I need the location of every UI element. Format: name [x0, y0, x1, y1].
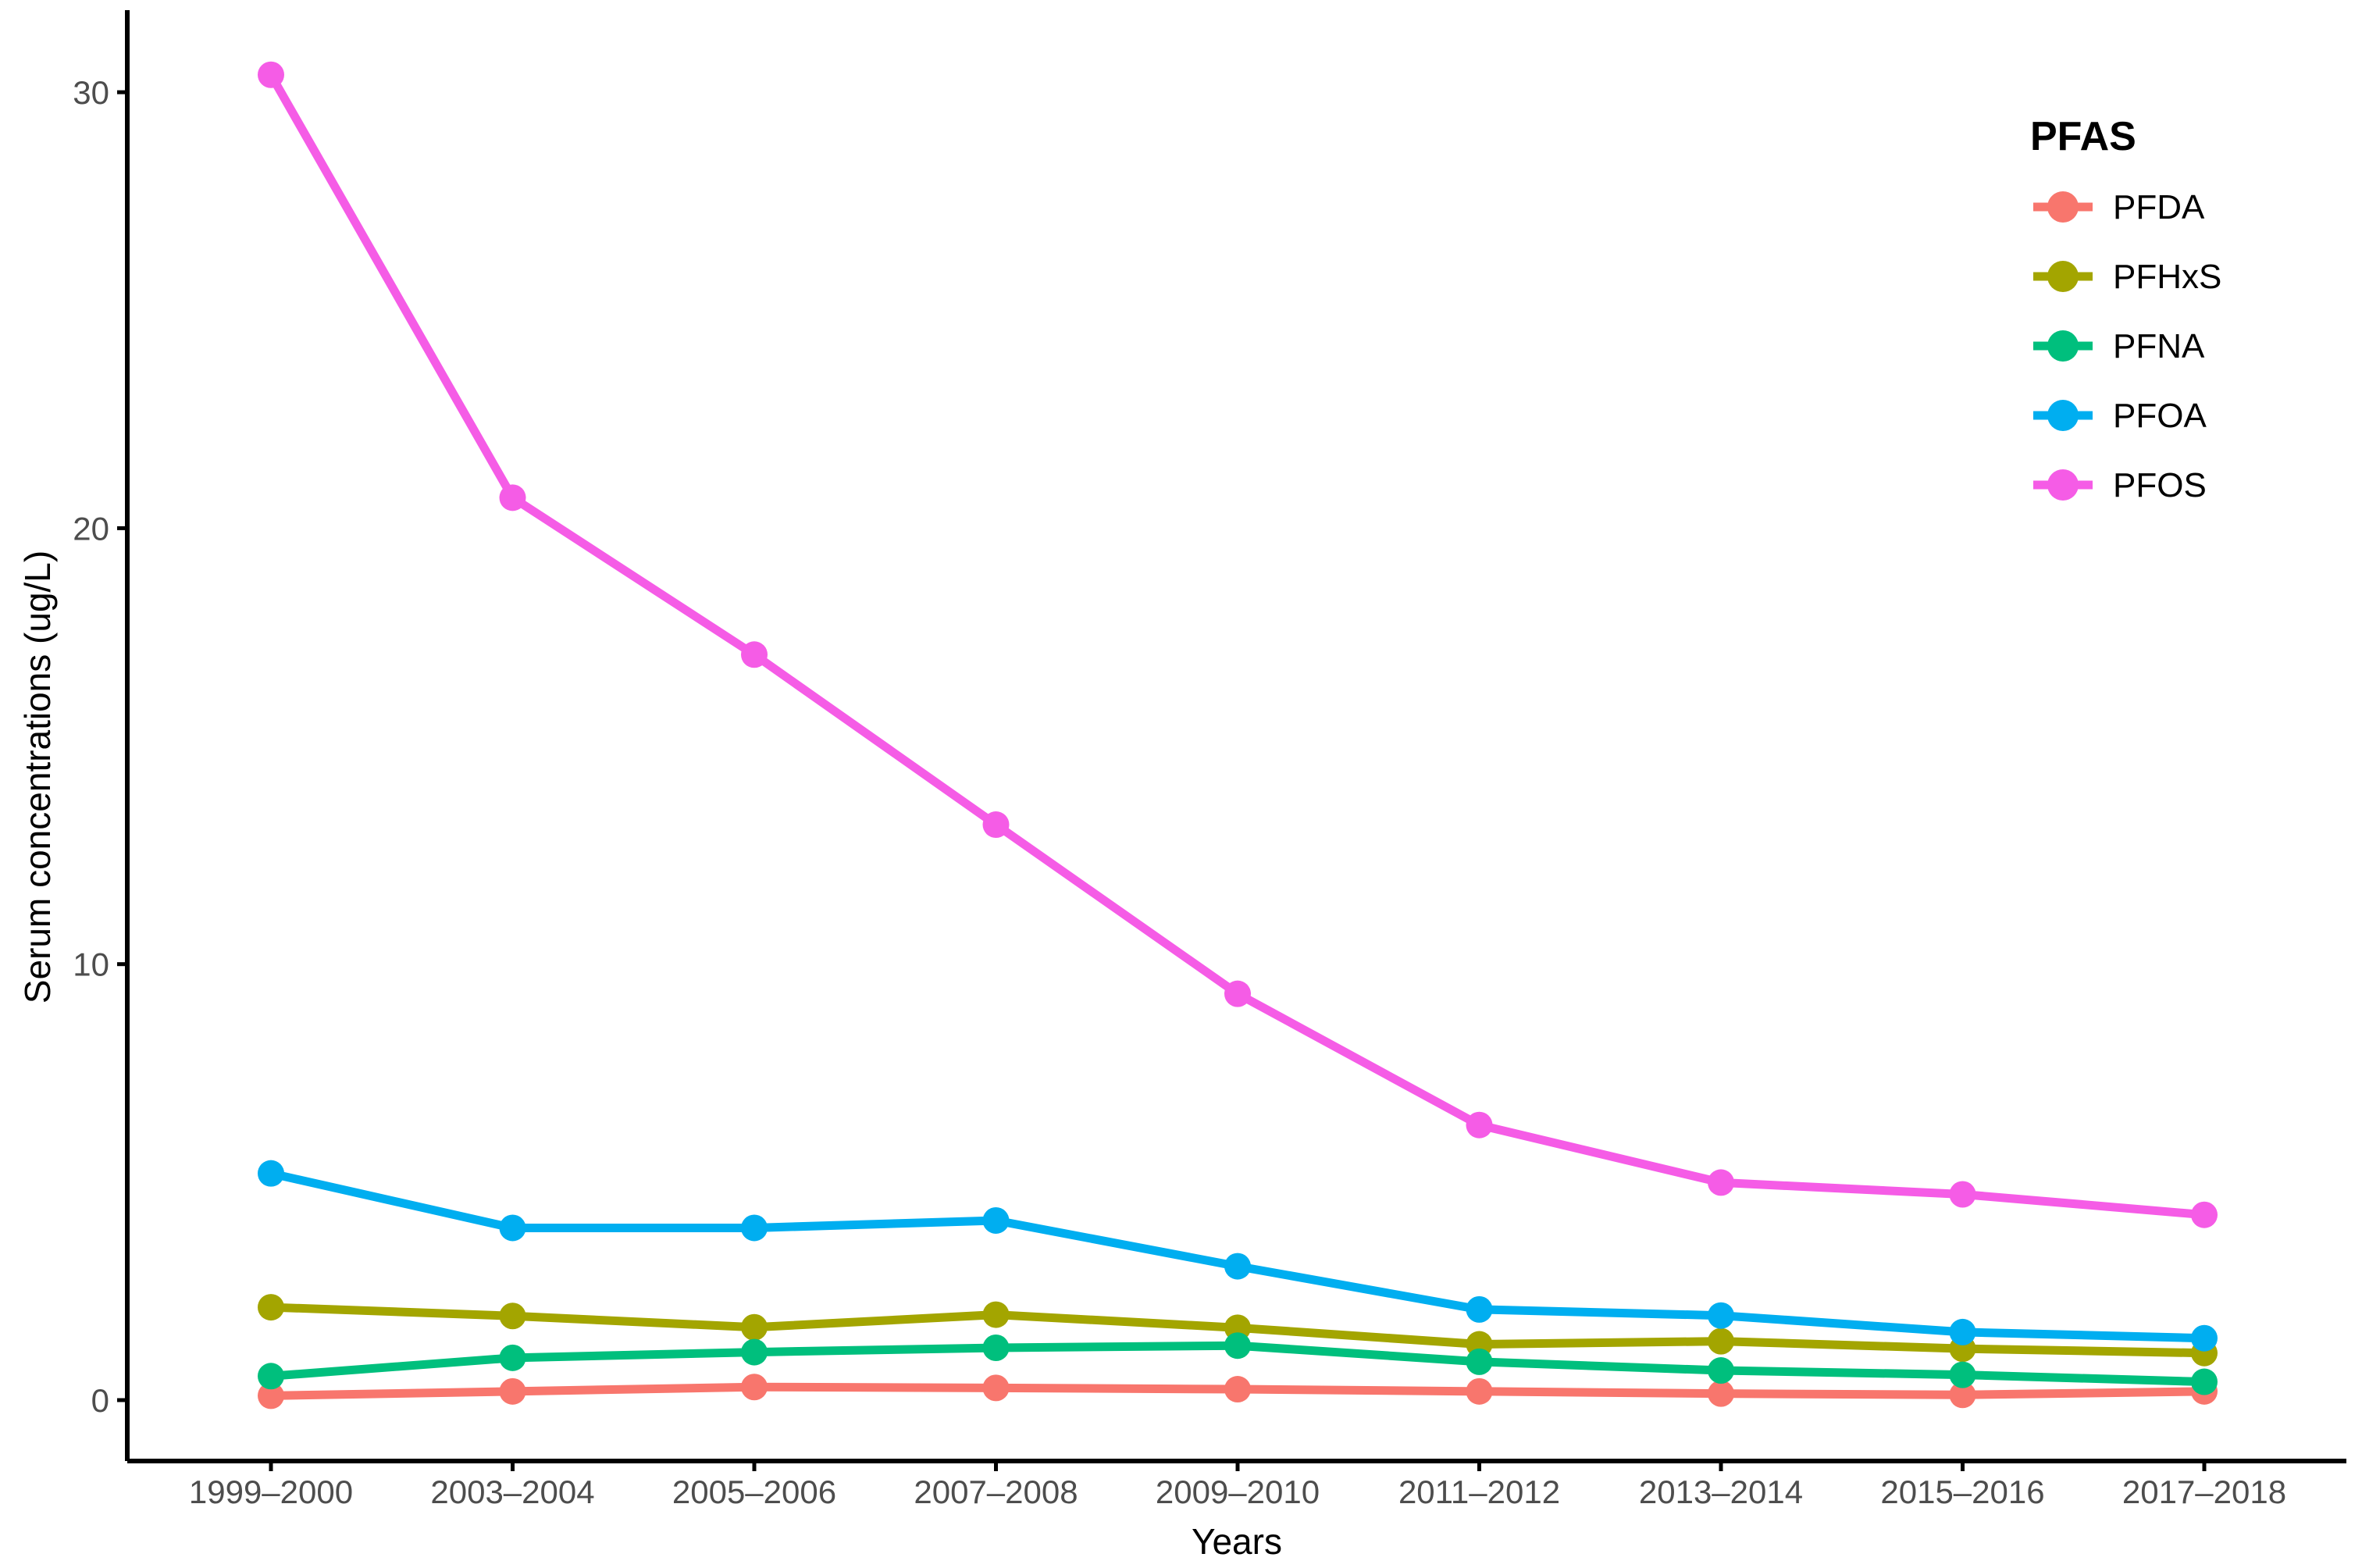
y-axis-title: Serum concentrations (ug/L): [17, 551, 58, 1003]
legend-layer: PFDA PFHxS PFNA PFOA PFOS: [2033, 188, 2221, 504]
legend-key-dot-PFNA: [2047, 330, 2079, 362]
data-point-PFNA-4: [982, 1335, 1010, 1362]
data-point-PFOA-3: [741, 1214, 768, 1242]
data-point-PFHxS-2: [499, 1303, 526, 1330]
data-point-PFDA-3: [741, 1374, 768, 1401]
x-tick-label: 2013–2014: [1639, 1474, 1803, 1510]
data-point-PFHxS-1: [258, 1294, 284, 1321]
legend-item-PFOA: PFOA: [2033, 397, 2207, 435]
data-point-PFOS-9: [2191, 1201, 2218, 1228]
legend-label-PFOA: PFOA: [2113, 397, 2207, 435]
data-point-PFOA-7: [1708, 1302, 1734, 1329]
data-point-PFNA-1: [258, 1363, 284, 1390]
series-PFDA: [258, 1374, 2218, 1409]
legend-key-dot-PFOS: [2047, 469, 2079, 501]
x-tick-label: 2011–2012: [1398, 1474, 1560, 1510]
data-point-PFOS-3: [741, 641, 768, 668]
data-point-PFNA-2: [499, 1344, 526, 1371]
legend-item-PFOS: PFOS: [2033, 466, 2207, 504]
data-point-PFNA-8: [1949, 1361, 1976, 1388]
axes-layer: 0 10 20 30 1999–2000 2003–2004 2005–2006 2007–2…: [73, 10, 2346, 1510]
x-tick-label: 2015–2016: [1880, 1474, 2044, 1510]
data-point-PFOA-8: [1949, 1318, 1976, 1345]
legend-label-PFHxS: PFHxS: [2113, 258, 2221, 296]
x-tick-label: 2007–2008: [914, 1474, 1078, 1510]
legend-label-PFDA: PFDA: [2113, 188, 2205, 226]
x-tick-label: 2005–2006: [672, 1474, 836, 1510]
legend-item-PFHxS: PFHxS: [2033, 258, 2221, 296]
series-PFOA: [258, 1160, 2218, 1352]
x-tick-label: 2003–2004: [430, 1474, 594, 1510]
data-point-PFNA-3: [741, 1338, 768, 1366]
legend-key-dot-PFDA: [2047, 191, 2079, 223]
x-tick-label: 1999–2000: [189, 1474, 353, 1510]
y-tick-label: 20: [73, 510, 109, 547]
data-point-PFOA-4: [982, 1206, 1010, 1234]
x-axis-title: Years: [1192, 1521, 1282, 1562]
legend-label-PFOS: PFOS: [2113, 466, 2207, 504]
data-point-PFNA-5: [1224, 1332, 1251, 1360]
y-tick-label: 10: [73, 946, 109, 983]
data-point-PFDA-2: [499, 1377, 526, 1405]
y-tick-label: 0: [91, 1382, 109, 1419]
x-tick-label: 2009–2010: [1156, 1474, 1320, 1510]
x-tick-label: 2017–2018: [2122, 1474, 2286, 1510]
data-point-PFNA-7: [1708, 1357, 1734, 1384]
data-point-PFOS-8: [1949, 1181, 1976, 1208]
data-point-PFOS-4: [982, 811, 1010, 839]
series-line-PFOS: [266, 70, 2209, 1220]
data-point-PFOS-2: [499, 484, 526, 511]
legend-key-dot-PFHxS: [2047, 261, 2079, 292]
y-tick-label: 30: [73, 74, 109, 111]
data-point-PFOS-7: [1708, 1169, 1734, 1196]
data-point-PFOA-9: [2191, 1324, 2218, 1352]
legend-key-dot-PFOA: [2047, 400, 2079, 431]
series-PFNA: [258, 1332, 2218, 1395]
data-point-PFOA-6: [1466, 1295, 1493, 1323]
data-point-PFNA-6: [1466, 1348, 1493, 1375]
data-point-PFHxS-3: [741, 1313, 768, 1341]
data-point-PFOS-1: [258, 61, 284, 88]
data-point-PFDA-1: [258, 1382, 284, 1409]
data-point-PFHxS-7: [1708, 1327, 1734, 1355]
data-point-PFDA-8: [1949, 1381, 1976, 1409]
series-PFOS: [258, 61, 2218, 1228]
data-point-PFDA-4: [982, 1374, 1010, 1402]
data-point-PFOS-6: [1466, 1111, 1493, 1139]
legend-item-PFNA: PFNA: [2033, 327, 2205, 365]
legend-title: PFAS: [2030, 114, 2136, 159]
legend-item-PFDA: PFDA: [2033, 188, 2205, 226]
data-point-PFDA-6: [1466, 1377, 1493, 1405]
data-point-PFHxS-4: [982, 1301, 1010, 1328]
data-point-PFNA-9: [2191, 1368, 2218, 1395]
data-point-PFDA-7: [1708, 1380, 1734, 1407]
data-point-PFOA-5: [1224, 1253, 1251, 1280]
data-point-PFOS-5: [1224, 980, 1251, 1007]
legend-label-PFNA: PFNA: [2113, 327, 2205, 365]
data-point-PFOA-2: [499, 1214, 526, 1242]
series-layer: [258, 61, 2218, 1409]
data-point-PFOA-1: [258, 1160, 284, 1187]
data-point-PFDA-5: [1224, 1376, 1251, 1403]
